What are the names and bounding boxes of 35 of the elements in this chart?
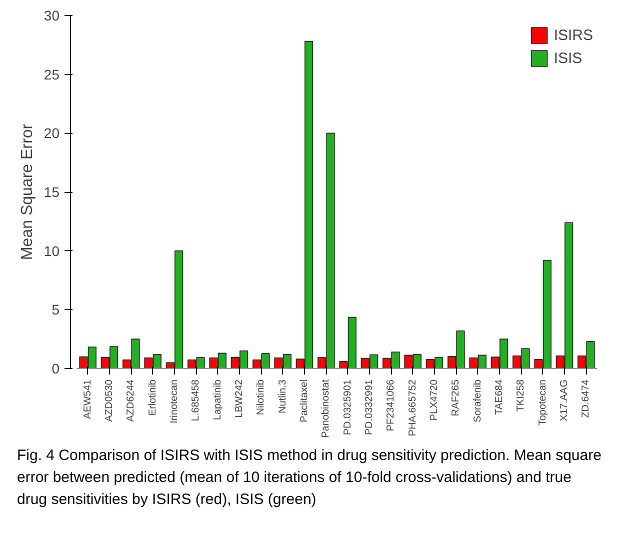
x-tick-label: AZD6244	[126, 379, 137, 422]
x-tick-label: AEW541	[82, 379, 94, 419]
x-tick-label: PD.0332991	[364, 379, 375, 436]
y-tick-label: 15	[44, 184, 60, 200]
legend-label: ISIRS	[554, 26, 593, 44]
x-tick-label: Erlotinib	[147, 379, 158, 416]
x-tick-label: Panobinostat	[320, 379, 332, 438]
y-axis-title: Mean Square Error	[18, 123, 36, 260]
x-tick-label: Nutlin.3	[277, 379, 288, 414]
y-tick-label: 10	[44, 242, 60, 259]
x-tick-label: PF2341066	[386, 379, 397, 432]
x-tick-label: PHA.665752	[407, 379, 418, 436]
x-tick-label: PLX4720	[429, 379, 440, 421]
legend-label: ISIS	[554, 50, 582, 66]
x-tick-label: L.685458	[190, 379, 202, 422]
x-tick-label: AZD0530	[104, 379, 115, 422]
x-tick-label: Lapatinib	[212, 379, 224, 420]
x-tick-label: TKI258	[516, 379, 527, 412]
x-tick-label: Topotecan	[537, 379, 548, 426]
x-tick-label: RAF265	[450, 379, 462, 416]
y-tick-label: 5	[52, 302, 60, 318]
y-tick-label: 0	[52, 360, 60, 376]
x-tick-label: Nilotinib	[256, 379, 267, 416]
x-tick-label: ZD.6474	[580, 379, 592, 418]
x-tick-label: X17.AAG	[559, 379, 570, 422]
y-tick-label: 20	[44, 125, 60, 142]
y-tick-label: 30	[44, 8, 60, 24]
x-tick-label: PD.0325901	[342, 379, 354, 436]
y-tick-label: 25	[44, 66, 60, 82]
x-tick-label: Paclitaxel	[299, 379, 310, 422]
caption: Fig. 4 Comparison of ISIRS with ISIS method in drug sensitivity prediction. Mean square error between predicted (mean of 10 iterations of 10-fold cross-validations) and true drug sensitivities by ISIRS (red), ISIS (green)	[17, 446, 602, 510]
x-tick-label: Sorafenib	[472, 379, 484, 422]
x-tick-label: Irinotecan	[169, 379, 180, 424]
x-tick-label: TAE684	[494, 379, 505, 415]
x-tick-label: LBW242	[234, 379, 245, 418]
